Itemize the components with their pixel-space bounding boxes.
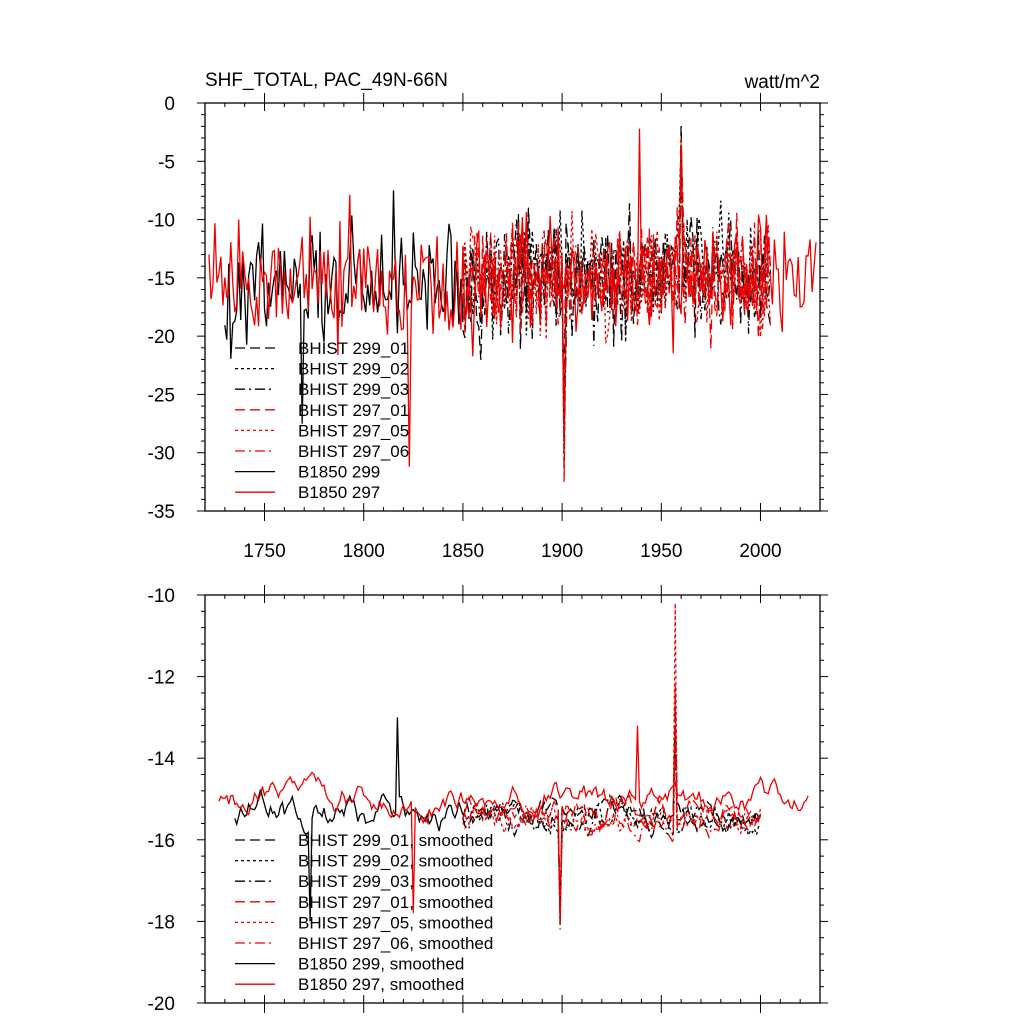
series-line	[462, 737, 762, 906]
bottom-plot-frame	[204, 594, 821, 1004]
series-line	[218, 725, 809, 914]
series-line	[462, 123, 772, 438]
bottom-legend: BHIST 299_01, smoothed BHIST 299_02, smoo…	[235, 831, 493, 994]
panel-bottom: BHIST 299_01, smoothed BHIST 299_02, smoo…	[148, 585, 828, 1015]
x-tick-label: 1900	[541, 541, 583, 562]
legend-label: B1850 299	[298, 463, 380, 482]
legend-label: BHIST 299_03, smoothed	[298, 872, 493, 891]
x-tick-label: 2000	[739, 541, 781, 562]
series-line	[462, 149, 772, 442]
legend-label: BHIST 299_02	[298, 360, 409, 379]
y-tick-label: -12	[148, 668, 175, 689]
y-tick-label: -16	[148, 831, 175, 852]
legend-label: B1850 297, smoothed	[298, 975, 464, 994]
top-series-group	[208, 123, 817, 482]
y-tick-label: -20	[148, 327, 175, 348]
y-tick-label: -20	[148, 994, 175, 1015]
legend-label: BHIST 297_06, smoothed	[298, 934, 493, 953]
top-plot-frame	[204, 102, 821, 512]
y-tick-label: -15	[148, 269, 175, 290]
y-tick-label: -35	[148, 502, 175, 523]
y-tick-label: -10	[148, 211, 175, 232]
legend-label: BHIST 297_05	[298, 421, 409, 440]
series-line	[208, 128, 817, 467]
y-tick-label: -14	[148, 749, 176, 770]
top-axes: 1750 1800 1850 1900 1950 2000 0 -5 -10 -15 -20 -25 -…	[148, 93, 828, 562]
bottom-series-group	[218, 603, 809, 930]
y-tick-label: -5	[158, 152, 175, 173]
x-tick-label: 1750	[243, 541, 285, 562]
series-line	[224, 190, 464, 424]
legend-label: BHIST 299_02, smoothed	[298, 852, 493, 871]
legend-label: B1850 297	[298, 483, 380, 502]
y-tick-label: 0	[164, 94, 175, 115]
legend-label: BHIST 297_06	[298, 442, 409, 461]
series-line	[462, 684, 762, 922]
series-line	[462, 143, 772, 468]
legend-label: B1850 299, smoothed	[298, 955, 464, 974]
legend-label: BHIST 299_01	[298, 339, 409, 358]
legend-label: BHIST 299_01, smoothed	[298, 831, 493, 850]
bottom-axes: -10 -12 -14 -16 -18 -20	[148, 585, 828, 1015]
units-label: watt/m^2	[744, 72, 820, 93]
series-line	[462, 141, 772, 424]
x-tick-label: 1800	[343, 541, 385, 562]
x-tick-label: 1950	[640, 541, 682, 562]
legend-label: BHIST 299_03	[298, 380, 409, 399]
y-tick-label: -25	[148, 385, 175, 406]
x-tick-label: 1850	[442, 541, 484, 562]
y-tick-label: -18	[148, 912, 175, 933]
chart-title: SHF_TOTAL, PAC_49N-66N	[205, 70, 448, 91]
legend-label: BHIST 297_01	[298, 401, 409, 420]
y-tick-label: -10	[148, 586, 175, 607]
series-line	[462, 603, 762, 930]
legend-label: BHIST 297_01, smoothed	[298, 893, 493, 912]
y-tick-label: -30	[148, 444, 175, 465]
series-line	[462, 725, 762, 914]
legend-label: BHIST 297_05, smoothed	[298, 913, 493, 932]
series-line	[462, 725, 762, 902]
